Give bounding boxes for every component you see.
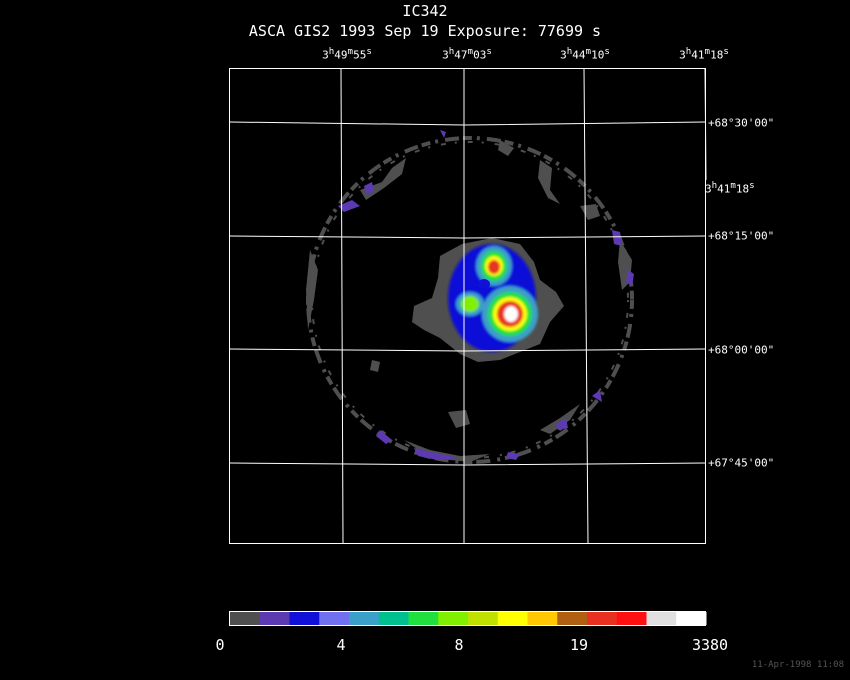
dec-label-1: +68°30'00": [708, 116, 775, 130]
colorbar-label-1: 4: [336, 636, 346, 654]
colorbar-frame: [229, 611, 706, 626]
colorbar-label-0: 0: [215, 636, 225, 654]
colorbar-label-3: 19: [569, 636, 589, 654]
colorbar-swatch: [378, 612, 409, 625]
colorbar-swatch: [676, 612, 707, 625]
datestamp: 11-Apr-1998 11:08: [751, 660, 844, 670]
colorbar-swatch: [616, 612, 647, 625]
dec-label-4: +67°45'00": [708, 456, 775, 470]
ring-edge-blue: [338, 130, 634, 460]
colorbar-swatch: [646, 612, 677, 625]
colorbar-swatch: [259, 612, 290, 625]
ra-label-2: 3h47m03s: [442, 46, 492, 62]
colorbar-swatch: [319, 612, 350, 625]
colorbar-label-4: 3380: [691, 636, 729, 654]
observation-info: ASCA GIS2 1993 Sep 19 Exposure: 77699 s: [248, 22, 602, 40]
colorbar-swatch: [289, 612, 320, 625]
colorbar-swatch: [438, 612, 469, 625]
coordinate-grid: [229, 68, 707, 544]
dec-label-2: +68°15'00": [708, 229, 775, 243]
colorbar-swatch: [587, 612, 618, 625]
dec-label-3: +68°00'00": [708, 343, 775, 357]
colorbar-swatch: [557, 612, 588, 625]
source-emission: [448, 244, 538, 352]
colorbar-swatch: [497, 612, 528, 625]
colorbar-swatch: [349, 612, 380, 625]
colorbar-swatch: [527, 612, 558, 625]
ra-label-1: 3h49m55s: [322, 46, 372, 62]
image-title: IC342: [402, 2, 448, 20]
ra-label-side: 3h41m18s: [705, 180, 755, 196]
colorbar-swatch: [468, 612, 499, 625]
colorbar-swatch: [230, 612, 261, 625]
ra-label-3: 3h44m10s: [560, 46, 610, 62]
colorbar-label-2: 8: [454, 636, 464, 654]
plot-frame: [229, 68, 706, 544]
ra-label-4: 3h41m18s: [679, 46, 729, 62]
colorbar: [230, 612, 707, 625]
colorbar-swatch: [408, 612, 439, 625]
emission-hole: [478, 279, 490, 289]
